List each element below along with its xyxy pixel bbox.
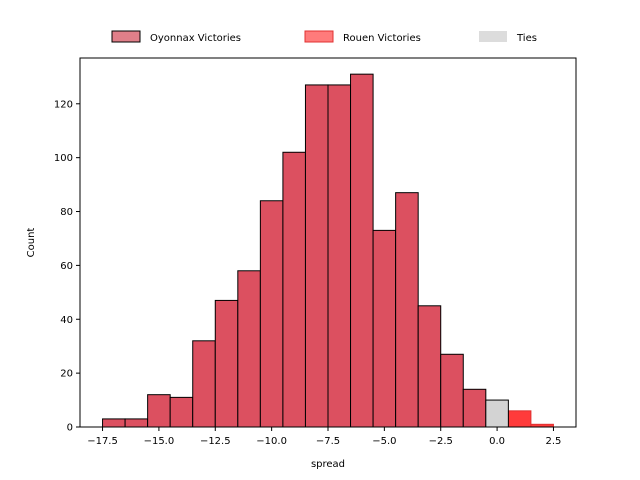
histogram-bar — [192, 340, 216, 428]
bars-group — [102, 73, 554, 428]
histogram-bar — [214, 299, 239, 428]
x-tick-label: −10.0 — [256, 436, 287, 447]
x-tick-label: −12.5 — [200, 436, 231, 447]
histogram-bar — [147, 394, 171, 428]
y-tick-label: 100 — [54, 153, 73, 164]
histogram-bar — [395, 192, 419, 428]
legend-swatch — [304, 30, 334, 43]
histogram-bar — [304, 84, 329, 428]
legend-label: Oyonnax Victories — [150, 33, 241, 44]
x-tick-label: 2.5 — [546, 436, 562, 447]
y-axis-label: Count — [26, 228, 37, 258]
histogram-bar — [169, 396, 194, 428]
histogram-bar — [462, 388, 487, 428]
histogram-bar — [102, 418, 126, 428]
histogram-bar — [237, 270, 261, 428]
legend-label: Ties — [516, 33, 537, 44]
y-tick-label: 0 — [67, 423, 73, 434]
histogram-bar — [417, 305, 442, 428]
legend-swatch — [479, 31, 507, 42]
x-tick-label: −5.0 — [372, 436, 396, 447]
y-tick-label: 20 — [60, 369, 73, 380]
legend-swatch — [111, 30, 141, 43]
x-tick-label: −17.5 — [87, 436, 118, 447]
x-axis-label: spread — [311, 459, 345, 470]
x-tick-label: 0.0 — [489, 436, 505, 447]
y-tick-label: 80 — [60, 207, 73, 218]
histogram-bar — [259, 200, 284, 428]
x-tick-label: −15.0 — [144, 436, 175, 447]
legend: Oyonnax Victories Rouen Victories Ties — [111, 30, 537, 44]
x-axis: −17.5 −15.0 −12.5 −10.0 −7.5 −5.0 −2.5 0.0 2.5 — [87, 427, 561, 447]
histogram-bar — [372, 229, 397, 428]
histogram-bar — [282, 151, 306, 428]
y-tick-label: 120 — [54, 99, 73, 110]
histogram-bar — [350, 73, 374, 428]
y-tick-label: 60 — [60, 261, 73, 272]
legend-label: Rouen Victories — [343, 33, 421, 44]
x-tick-label: −2.5 — [429, 436, 453, 447]
y-axis: 0 20 40 60 80 100 120 — [54, 99, 80, 434]
x-tick-label: −7.5 — [316, 436, 340, 447]
histogram-bar — [124, 418, 149, 428]
plot-frame — [79, 57, 577, 428]
histogram-bar — [327, 84, 352, 428]
y-tick-label: 40 — [60, 315, 73, 326]
histogram-bar — [485, 399, 509, 428]
histogram-bar — [507, 410, 532, 428]
histogram-bar — [440, 353, 464, 428]
